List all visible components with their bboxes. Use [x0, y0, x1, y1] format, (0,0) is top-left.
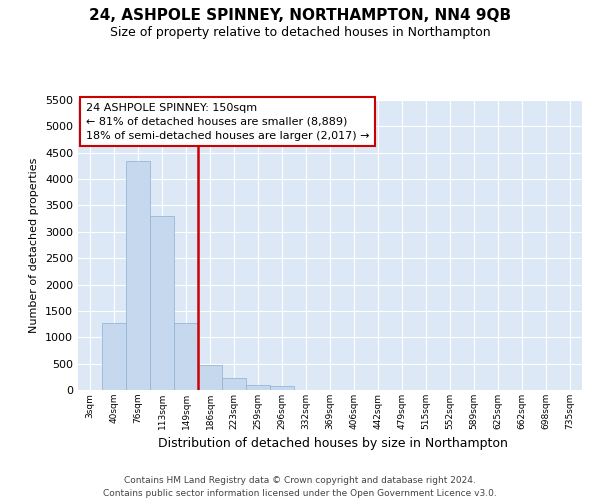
- Text: 24 ASHPOLE SPINNEY: 150sqm
← 81% of detached houses are smaller (8,889)
18% of s: 24 ASHPOLE SPINNEY: 150sqm ← 81% of deta…: [86, 103, 369, 141]
- Bar: [222, 378, 246, 390]
- Bar: [150, 216, 174, 390]
- Bar: [126, 160, 150, 390]
- Text: Contains HM Land Registry data © Crown copyright and database right 2024.
Contai: Contains HM Land Registry data © Crown c…: [103, 476, 497, 498]
- Bar: [246, 384, 270, 390]
- Bar: [270, 386, 294, 390]
- Y-axis label: Number of detached properties: Number of detached properties: [29, 158, 40, 332]
- Bar: [198, 364, 222, 390]
- Bar: [102, 322, 126, 390]
- Text: Distribution of detached houses by size in Northampton: Distribution of detached houses by size …: [158, 438, 508, 450]
- Bar: [174, 322, 198, 390]
- Text: Size of property relative to detached houses in Northampton: Size of property relative to detached ho…: [110, 26, 490, 39]
- Text: 24, ASHPOLE SPINNEY, NORTHAMPTON, NN4 9QB: 24, ASHPOLE SPINNEY, NORTHAMPTON, NN4 9Q…: [89, 8, 511, 22]
